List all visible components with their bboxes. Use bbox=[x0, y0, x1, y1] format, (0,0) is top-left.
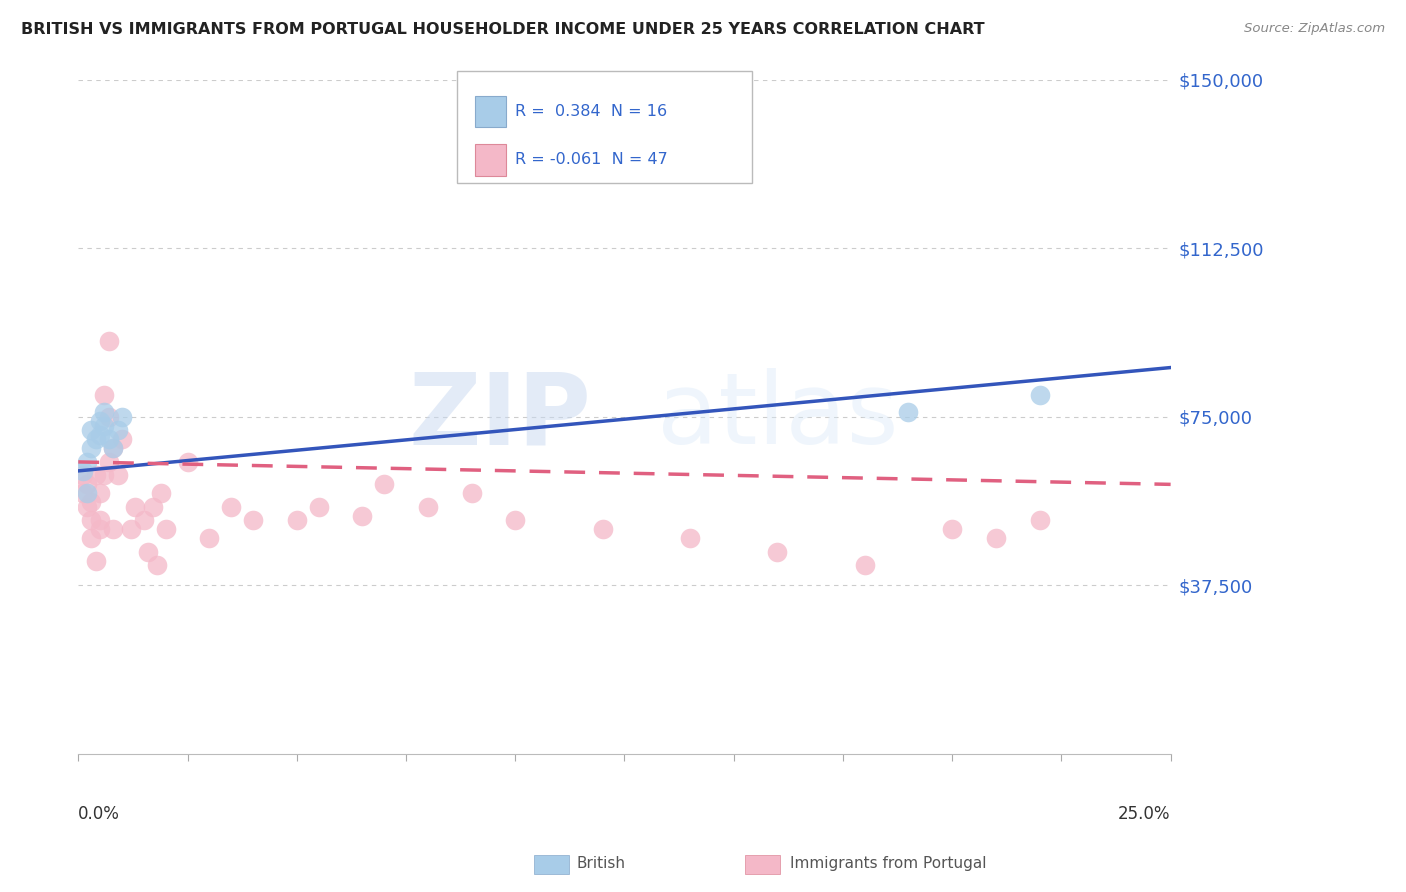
Point bbox=[132, 513, 155, 527]
Point bbox=[103, 442, 125, 456]
Point bbox=[242, 513, 264, 527]
Point bbox=[80, 531, 103, 545]
Point bbox=[76, 477, 98, 491]
Point bbox=[72, 464, 94, 478]
Point bbox=[373, 477, 395, 491]
Point bbox=[97, 409, 120, 424]
Point bbox=[897, 405, 920, 419]
Text: BRITISH VS IMMIGRANTS FROM PORTUGAL HOUSEHOLDER INCOME UNDER 25 YEARS CORRELATIO: BRITISH VS IMMIGRANTS FROM PORTUGAL HOUS… bbox=[21, 22, 984, 37]
Point bbox=[416, 500, 439, 514]
Point bbox=[150, 486, 173, 500]
Point bbox=[146, 558, 169, 573]
Point bbox=[72, 486, 94, 500]
Point bbox=[592, 522, 614, 536]
Point bbox=[97, 433, 120, 447]
Text: atlas: atlas bbox=[657, 368, 898, 466]
Point bbox=[93, 419, 115, 434]
Point bbox=[120, 522, 142, 536]
Point bbox=[308, 500, 330, 514]
Point bbox=[89, 522, 111, 536]
Point bbox=[76, 455, 98, 469]
Point bbox=[679, 531, 702, 545]
Point bbox=[352, 508, 374, 523]
Text: R = -0.061  N = 47: R = -0.061 N = 47 bbox=[515, 153, 668, 168]
Point bbox=[80, 442, 103, 456]
Point bbox=[285, 513, 308, 527]
Point bbox=[111, 433, 134, 447]
Point bbox=[80, 513, 103, 527]
Point bbox=[1028, 387, 1050, 401]
Text: 0.0%: 0.0% bbox=[79, 805, 120, 822]
Point bbox=[76, 486, 98, 500]
Text: British: British bbox=[576, 856, 626, 871]
Point bbox=[84, 468, 107, 483]
Point bbox=[107, 424, 129, 438]
Point bbox=[198, 531, 221, 545]
Point bbox=[136, 545, 159, 559]
Point bbox=[89, 486, 111, 500]
Point bbox=[84, 433, 107, 447]
Point bbox=[89, 513, 111, 527]
Point bbox=[141, 500, 163, 514]
Point bbox=[155, 522, 177, 536]
Point bbox=[80, 495, 103, 509]
Point bbox=[176, 455, 198, 469]
Point bbox=[853, 558, 876, 573]
Text: ZIP: ZIP bbox=[409, 368, 592, 466]
Point bbox=[984, 531, 1007, 545]
Point bbox=[766, 545, 789, 559]
Point bbox=[1028, 513, 1050, 527]
Point bbox=[107, 468, 129, 483]
Point bbox=[111, 409, 134, 424]
Point bbox=[103, 522, 125, 536]
Point bbox=[93, 387, 115, 401]
Point bbox=[460, 486, 482, 500]
Point bbox=[89, 414, 111, 428]
Point bbox=[89, 428, 111, 442]
Point bbox=[941, 522, 963, 536]
Point bbox=[76, 500, 98, 514]
Text: R =  0.384  N = 16: R = 0.384 N = 16 bbox=[515, 104, 666, 120]
Point bbox=[84, 554, 107, 568]
Point bbox=[93, 405, 115, 419]
Point bbox=[219, 500, 242, 514]
Point bbox=[93, 468, 115, 483]
Text: Immigrants from Portugal: Immigrants from Portugal bbox=[790, 856, 987, 871]
Point bbox=[103, 442, 125, 456]
Point bbox=[72, 468, 94, 483]
Point bbox=[503, 513, 526, 527]
Point bbox=[124, 500, 146, 514]
Point bbox=[80, 424, 103, 438]
Point bbox=[97, 455, 120, 469]
Text: 25.0%: 25.0% bbox=[1118, 805, 1171, 822]
Point bbox=[97, 334, 120, 348]
Text: Source: ZipAtlas.com: Source: ZipAtlas.com bbox=[1244, 22, 1385, 36]
